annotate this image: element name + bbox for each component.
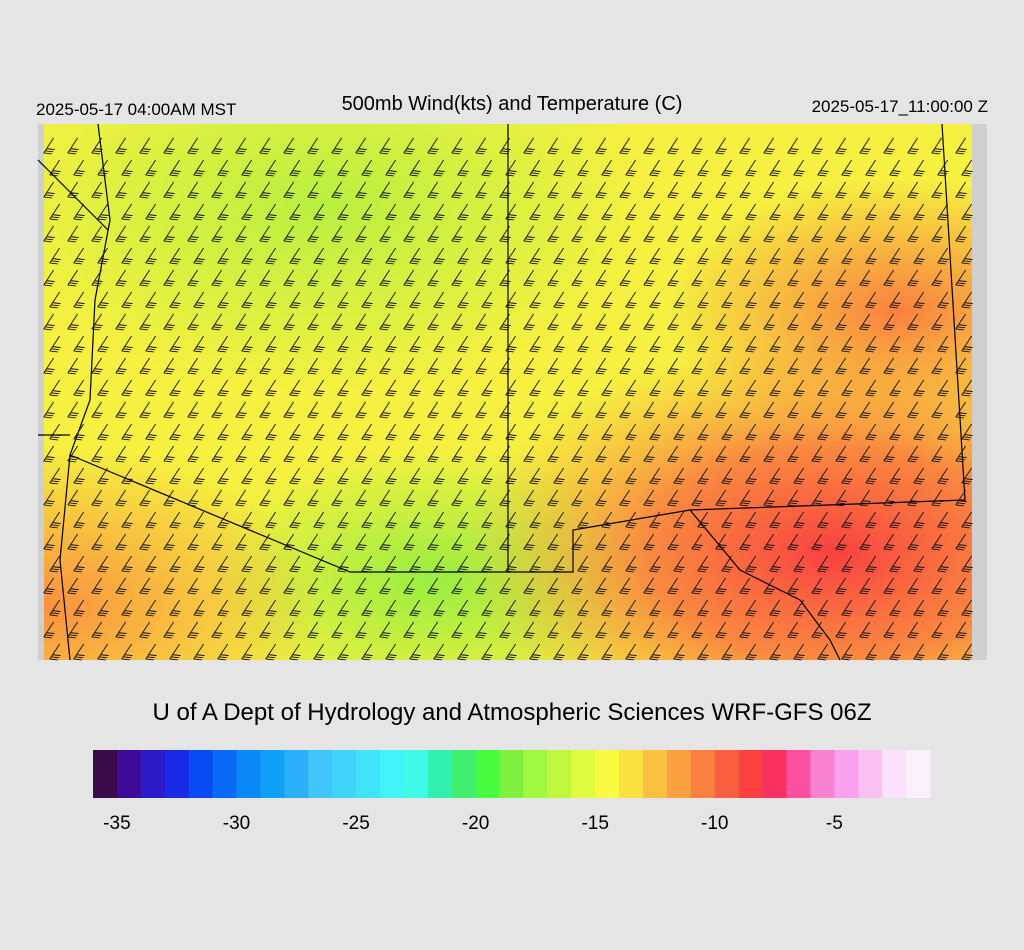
color-cell: [619, 750, 644, 798]
colorbar-tick-label: -25: [342, 813, 369, 834]
color-cell: [403, 750, 429, 798]
color-cell: [786, 750, 811, 798]
credit: U of A Dept of Hydrology and Atmospheric…: [153, 699, 872, 726]
colorbar-tick-label: -35: [103, 813, 130, 834]
color-cell: [738, 750, 764, 798]
colorbar-tick-label: -30: [223, 813, 250, 834]
color-cell: [260, 750, 285, 798]
color-cell: [475, 750, 501, 798]
wind-barbs: [43, 137, 973, 661]
color-cell: [690, 750, 716, 798]
color-cell: [547, 750, 572, 798]
color-cell: [164, 750, 190, 798]
color-cell: [810, 750, 835, 798]
color-cell: [858, 750, 883, 798]
color-cell: [308, 750, 333, 798]
color-cell: [379, 750, 405, 798]
color-cell: [523, 750, 548, 798]
color-cell: [212, 750, 237, 798]
color-cell: [643, 750, 668, 798]
map: [37, 123, 987, 661]
color-cell: [906, 750, 931, 798]
valid-utc-time: 2025-05-17_11:00:00 Z: [812, 97, 988, 116]
color-cell: [284, 750, 309, 798]
color-cell: [714, 750, 740, 798]
color-cell: [332, 750, 357, 798]
color-cell: [666, 750, 692, 798]
colorbar-tick-label: -10: [701, 813, 728, 834]
color-cell: [595, 750, 620, 798]
valid-local-time: 2025-05-17 04:00AM MST: [36, 100, 236, 119]
color-cell: [93, 750, 118, 798]
color-cell: [571, 750, 596, 798]
color-cell: [427, 750, 453, 798]
color-cell: [834, 750, 859, 798]
color-cell: [116, 750, 142, 798]
colorbar-tick-label: -15: [581, 813, 608, 834]
colorbar-tick-label: -20: [462, 813, 489, 834]
colorbar: -35 -30 -25 -20 -15 -10 -5: [93, 750, 931, 834]
color-cell: [140, 750, 166, 798]
color-cell: [188, 750, 214, 798]
color-cell: [356, 750, 381, 798]
colorbar-tick-label: -5: [826, 813, 843, 834]
color-cell: [499, 750, 524, 798]
color-cell: [882, 750, 907, 798]
color-cell: [236, 750, 261, 798]
map-title: 500mb Wind(kts) and Temperature (C): [342, 93, 683, 115]
color-cell: [451, 750, 477, 798]
color-cell: [762, 750, 788, 798]
